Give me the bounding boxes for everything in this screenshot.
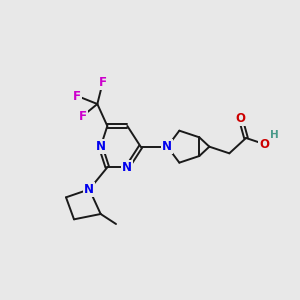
Text: O: O bbox=[259, 137, 269, 151]
Text: F: F bbox=[99, 76, 107, 89]
Text: N: N bbox=[84, 183, 94, 196]
Text: F: F bbox=[73, 89, 81, 103]
Text: H: H bbox=[270, 130, 278, 140]
Text: N: N bbox=[122, 161, 132, 174]
Text: N: N bbox=[162, 140, 172, 153]
Text: F: F bbox=[79, 110, 87, 122]
Text: O: O bbox=[236, 112, 246, 125]
Text: N: N bbox=[96, 140, 106, 153]
